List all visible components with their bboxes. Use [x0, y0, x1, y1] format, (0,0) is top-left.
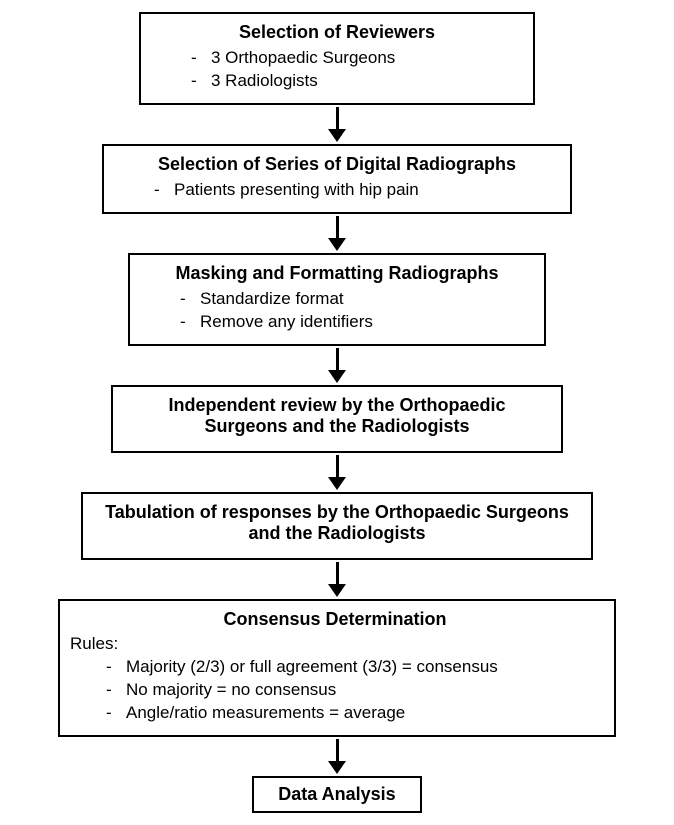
node-title: Tabulation of responses by the Orthopaed… [97, 502, 577, 544]
flow-node-reviewers: Selection of Reviewers 3 Orthopaedic Sur… [139, 12, 535, 105]
flow-arrow [328, 455, 346, 490]
flow-arrow [328, 107, 346, 142]
node-title: Selection of Series of Digital Radiograp… [118, 154, 556, 175]
flow-arrow [328, 562, 346, 597]
bullet-item: No majority = no consensus [106, 679, 600, 702]
flow-arrow [328, 739, 346, 774]
node-bullets: Patients presenting with hip pain [118, 179, 556, 202]
node-title: Consensus Determination [70, 609, 600, 630]
node-bullets: Majority (2/3) or full agreement (3/3) =… [70, 656, 600, 725]
node-title: Selection of Reviewers [155, 22, 519, 43]
flow-node-masking: Masking and Formatting Radiographs Stand… [128, 253, 546, 346]
node-title: Masking and Formatting Radiographs [144, 263, 530, 284]
flow-node-independent-review: Independent review by the Orthopaedic Su… [111, 385, 563, 453]
node-title: Independent review by the Orthopaedic Su… [127, 395, 547, 437]
bullet-item: Angle/ratio measurements = average [106, 702, 600, 725]
node-bullets: Standardize format Remove any identifier… [144, 288, 530, 334]
bullet-item: Remove any identifiers [180, 311, 530, 334]
flow-node-data-analysis: Data Analysis [252, 776, 422, 813]
bullet-item: 3 Radiologists [191, 70, 519, 93]
node-title: Data Analysis [278, 784, 395, 804]
bullet-item: Majority (2/3) or full agreement (3/3) =… [106, 656, 600, 679]
flow-arrow [328, 216, 346, 251]
bullet-item: Patients presenting with hip pain [154, 179, 556, 202]
bullet-item: Standardize format [180, 288, 530, 311]
node-subtitle: Rules: [70, 634, 600, 654]
flow-node-tabulation: Tabulation of responses by the Orthopaed… [81, 492, 593, 560]
node-bullets: 3 Orthopaedic Surgeons 3 Radiologists [155, 47, 519, 93]
flow-arrow [328, 348, 346, 383]
flowchart-container: Selection of Reviewers 3 Orthopaedic Sur… [12, 12, 662, 813]
bullet-item: 3 Orthopaedic Surgeons [191, 47, 519, 70]
flow-node-consensus: Consensus Determination Rules: Majority … [58, 599, 616, 737]
flow-node-radiograph-selection: Selection of Series of Digital Radiograp… [102, 144, 572, 214]
